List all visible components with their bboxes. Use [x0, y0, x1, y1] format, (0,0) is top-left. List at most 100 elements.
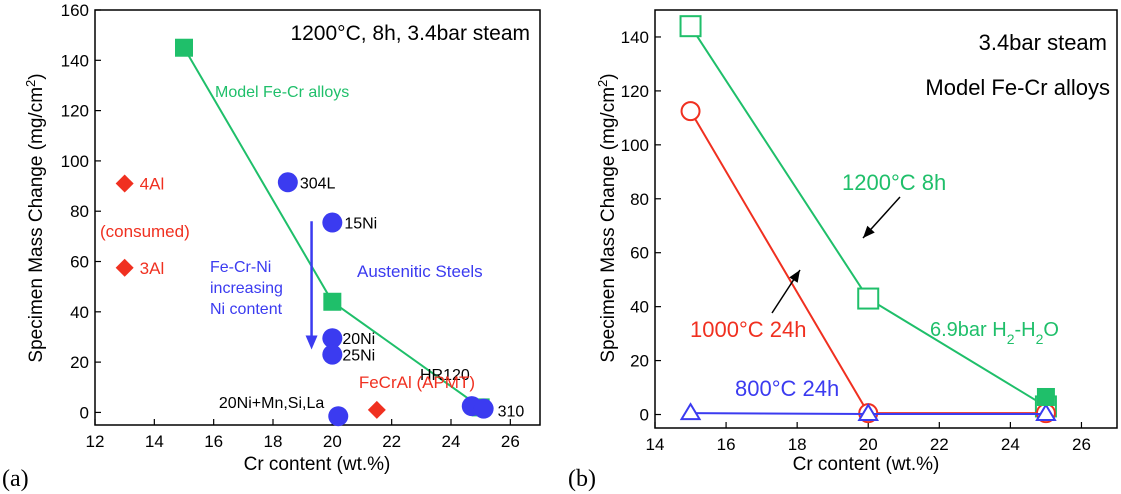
model-fecr-point	[323, 292, 342, 311]
series-1200c-point	[857, 287, 880, 310]
austenitic-point	[322, 212, 343, 233]
chart-a-ylabel-main: Specimen Mass Change (mg/cm	[26, 87, 47, 363]
chart-a-ytick-label: 80	[70, 202, 89, 221]
chart-b-xlabel: Cr content (wt.%)	[793, 454, 940, 475]
chart-b-xtick-label: 20	[859, 435, 878, 454]
chart-a-ytick-label: 120	[61, 102, 89, 121]
chart-a-ylabel: Specimen Mass Change (mg/cm2)	[23, 73, 48, 362]
fecral-point	[115, 258, 134, 277]
austenitic-point-label: 20Ni+Mn,Si,La	[219, 395, 324, 412]
series-800c-point	[679, 402, 702, 421]
chart-a-ylabel-close: )	[26, 73, 47, 79]
chart-b-ytick-label: 0	[640, 406, 649, 425]
chart-a-title: 1200°C, 8h, 3.4bar steam	[290, 22, 530, 45]
chart-b-ytick-label: 40	[630, 298, 649, 317]
austenitic-point	[277, 172, 298, 193]
chart-b-xtick-label: 24	[1001, 435, 1020, 454]
chart-b-frame	[654, 9, 1118, 429]
label-consumed: (consumed)	[100, 222, 190, 241]
chart-b-ytick-label: 80	[630, 190, 649, 209]
series-800c-point	[857, 403, 879, 421]
austenitic-point-label: 15Ni	[344, 216, 377, 233]
chart-a-ytick-label: 100	[61, 152, 89, 171]
series-1000c-point	[680, 101, 701, 122]
chart-b-ytick-label: 20	[630, 352, 649, 371]
austenitic-point	[322, 344, 343, 365]
model-fecr-point	[175, 38, 193, 57]
arrow-1000c-head	[789, 270, 800, 283]
fecral-point	[367, 400, 386, 419]
label-model-fecr: Model Fe-Cr alloys	[215, 84, 349, 101]
h2-sub2: 2	[1036, 331, 1044, 347]
chart-b-ytick-label: 100	[621, 136, 649, 155]
chart-b-ylabel-sup: 2	[595, 80, 610, 87]
fecral-point-label: FeCrAl (APMT)	[359, 373, 475, 392]
arrow-1200c-head	[863, 225, 875, 238]
chart-a-xtick-label: 22	[382, 432, 401, 451]
chart-a-ytick-label: 140	[61, 51, 89, 70]
label-fecrni-3: Ni content	[210, 301, 283, 318]
chart-b-title-line1: 3.4bar steam	[979, 30, 1107, 55]
austenitic-point-label: 20Ni	[342, 331, 375, 348]
chart-a-ytick-label: 160	[61, 1, 89, 20]
h2-sub1: 2	[1007, 331, 1015, 347]
fecral-point-label: 3Al	[140, 259, 165, 278]
chart-a-ylabel-sup: 2	[23, 80, 38, 87]
chart-a: 12 14 16 18 20 22 24 26 0 20 40 60 80 100 120 140 160 30…	[2, 1, 541, 492]
h2-suffix: O	[1043, 319, 1059, 341]
label-1200c: 1200°C 8h	[842, 170, 946, 195]
chart-a-xtick-label: 16	[204, 432, 223, 451]
austenitic-point-label: 304L	[300, 175, 336, 192]
chart-a-frame	[94, 9, 541, 426]
chart-b-xtick-label: 22	[930, 435, 949, 454]
chart-a-ytick-label: 0	[80, 403, 89, 422]
chart-a-xtick-label: 14	[145, 432, 164, 451]
chart-b-title-line2: Model Fe-Cr alloys	[925, 75, 1110, 100]
chart-b-ylabel: Specimen Mass Change (mg/cm2)	[595, 73, 620, 362]
series-line-1	[689, 110, 1046, 415]
h2-mid: -H	[1015, 319, 1036, 341]
h2-prefix: 6.9bar H	[930, 319, 1007, 341]
austenitic-point	[322, 328, 343, 349]
fecral-point	[115, 174, 134, 193]
chart-b-ytick-label: 140	[621, 28, 649, 47]
ni-arrow-head	[305, 335, 318, 350]
chart-b-xtick-label: 18	[788, 435, 807, 454]
series-1200c-point	[679, 15, 702, 38]
chart-a-xtick-label: 12	[86, 432, 105, 451]
label-800c: 800°C 24h	[735, 376, 839, 401]
chart-a-ytick-label: 40	[70, 303, 89, 322]
chart-b-ytick-label: 60	[630, 244, 649, 263]
chart-a-xtick-label: 24	[442, 432, 461, 451]
series-800c-point	[1035, 403, 1057, 421]
austenitic-point-label: 310	[498, 404, 525, 421]
label-1000c: 1000°C 24h	[690, 317, 806, 342]
label-fecrni-2: increasing	[210, 280, 283, 297]
chart-b-marks	[679, 15, 1057, 424]
panel-label-b: (b)	[568, 466, 596, 492]
label-austenitic: Austenitic Steels	[357, 262, 483, 281]
series-h2-point	[1036, 387, 1055, 406]
chart-a-xlabel: Cr content (wt.%)	[244, 454, 391, 475]
chart-b-ylabel-main: Specimen Mass Change (mg/cm	[598, 87, 619, 363]
chart-a-ytick-label: 20	[70, 353, 89, 372]
austenitic-point	[473, 398, 494, 419]
chart-a-xtick-label: 26	[501, 432, 520, 451]
austenitic-point-label: HR120	[420, 367, 470, 384]
chart-b-ylabel-close: )	[598, 73, 619, 79]
austenitic-point-label: 25Ni	[342, 348, 375, 365]
panel-label-a: (a)	[2, 466, 29, 492]
chart-a-xtick-label: 18	[264, 432, 283, 451]
chart-b-ytick-label: 120	[621, 82, 649, 101]
chart-b-xtick-label: 26	[1072, 435, 1091, 454]
fecral-point-label: 4Al	[140, 175, 165, 194]
chart-b-xtick-label: 16	[717, 435, 736, 454]
chart-a-xtick-label: 20	[323, 432, 342, 451]
chart-a-axes: 12 14 16 18 20 22 24 26 0 20 40 60 80 100 120 140 160	[61, 1, 520, 451]
chart-b-xtick-label: 14	[646, 435, 665, 454]
austenitic-point	[328, 406, 349, 427]
